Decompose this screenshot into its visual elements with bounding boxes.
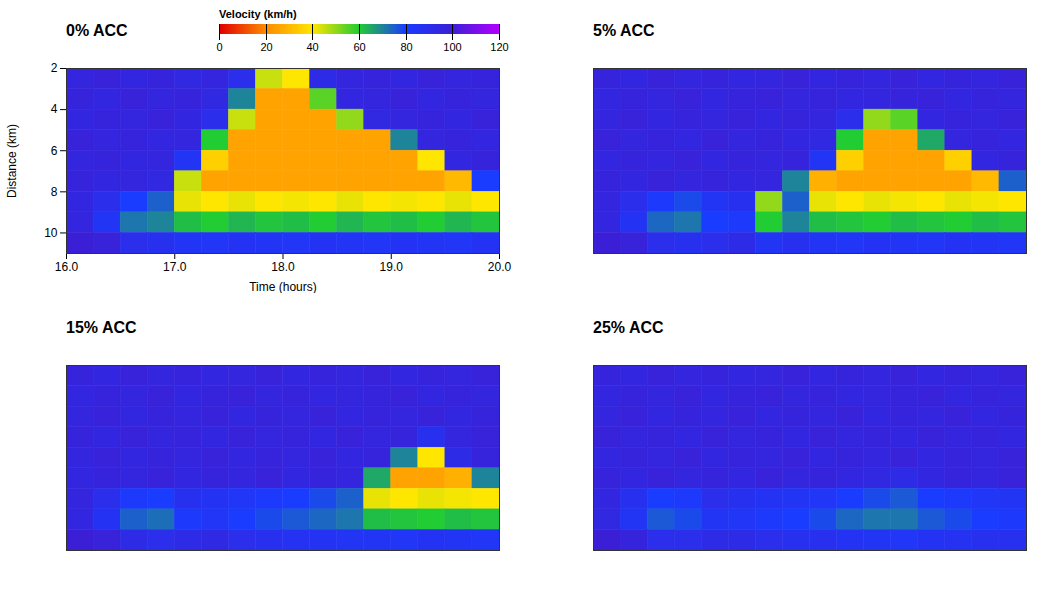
svg-text:Velocity (km/h): Velocity (km/h) [219, 8, 297, 20]
html-text:25% ACC: 25% ACC [593, 319, 664, 336]
svg-text:Distance (km): Distance (km) [5, 124, 19, 198]
html-text:5% ACC: 5% ACC [593, 22, 655, 39]
svg-text:100: 100 [443, 41, 461, 53]
svg-text:20: 20 [260, 41, 272, 53]
html-text:0% ACC: 0% ACC [66, 22, 128, 39]
svg-text:2: 2 [51, 61, 58, 75]
svg-text:17.0: 17.0 [163, 260, 187, 274]
svg-text:10: 10 [44, 226, 58, 240]
svg-text:0: 0 [216, 41, 222, 53]
svg-text:19.0: 19.0 [380, 260, 404, 274]
svg-text:Time (hours): Time (hours) [249, 280, 317, 294]
svg-text:8: 8 [51, 185, 58, 199]
svg-text:16.0: 16.0 [55, 260, 79, 274]
svg-text:80: 80 [400, 41, 412, 53]
svg-text:20.0: 20.0 [488, 260, 512, 274]
svg-text:120: 120 [490, 41, 508, 53]
svg-text:4: 4 [51, 102, 58, 116]
svg-text:60: 60 [353, 41, 365, 53]
svg-text:40: 40 [306, 41, 318, 53]
svg-text:6: 6 [51, 144, 58, 158]
html-text:15% ACC: 15% ACC [66, 319, 137, 336]
svg-text:18.0: 18.0 [271, 260, 295, 274]
